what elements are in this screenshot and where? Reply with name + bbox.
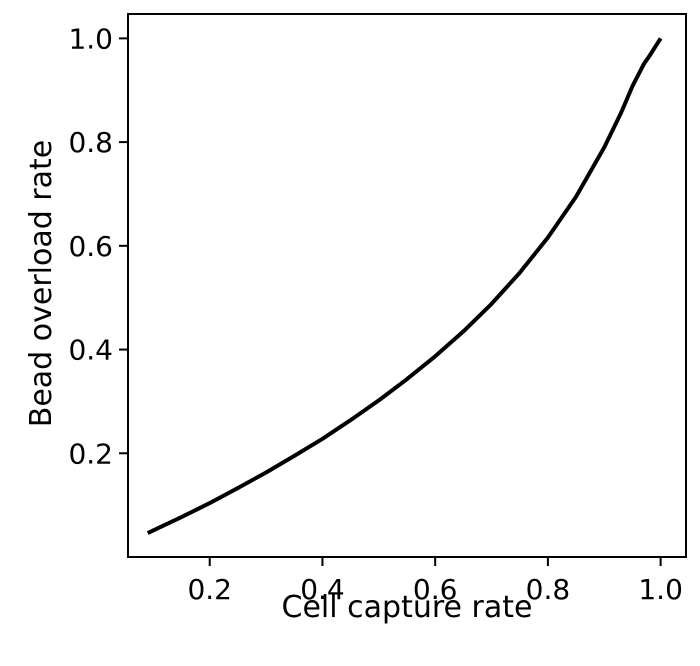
x-axis-ticks: 0.2 0.4 0.6 0.8 1.0 — [187, 557, 683, 606]
y-tick-label: 0.8 — [68, 126, 113, 159]
y-axis-ticks: 0.2 0.4 0.6 0.8 1.0 — [68, 22, 128, 470]
series-line — [146, 37, 663, 535]
y-tick-label: 1.0 — [68, 22, 113, 55]
y-tick-label: 0.2 — [68, 437, 113, 470]
y-tick-label: 0.4 — [68, 334, 113, 367]
x-tick-label: 0.4 — [300, 573, 345, 606]
x-tick-label: 0.8 — [526, 573, 571, 606]
plot-frame — [127, 13, 687, 558]
y-axis-label: Bead overload rate — [24, 140, 59, 428]
x-tick-label: 1.0 — [638, 573, 683, 606]
y-tick-label: 0.6 — [68, 230, 113, 263]
x-tick-label: 0.2 — [187, 573, 232, 606]
x-tick-label: 0.6 — [413, 573, 458, 606]
x-axis-label: Cell capture rate — [282, 590, 533, 625]
